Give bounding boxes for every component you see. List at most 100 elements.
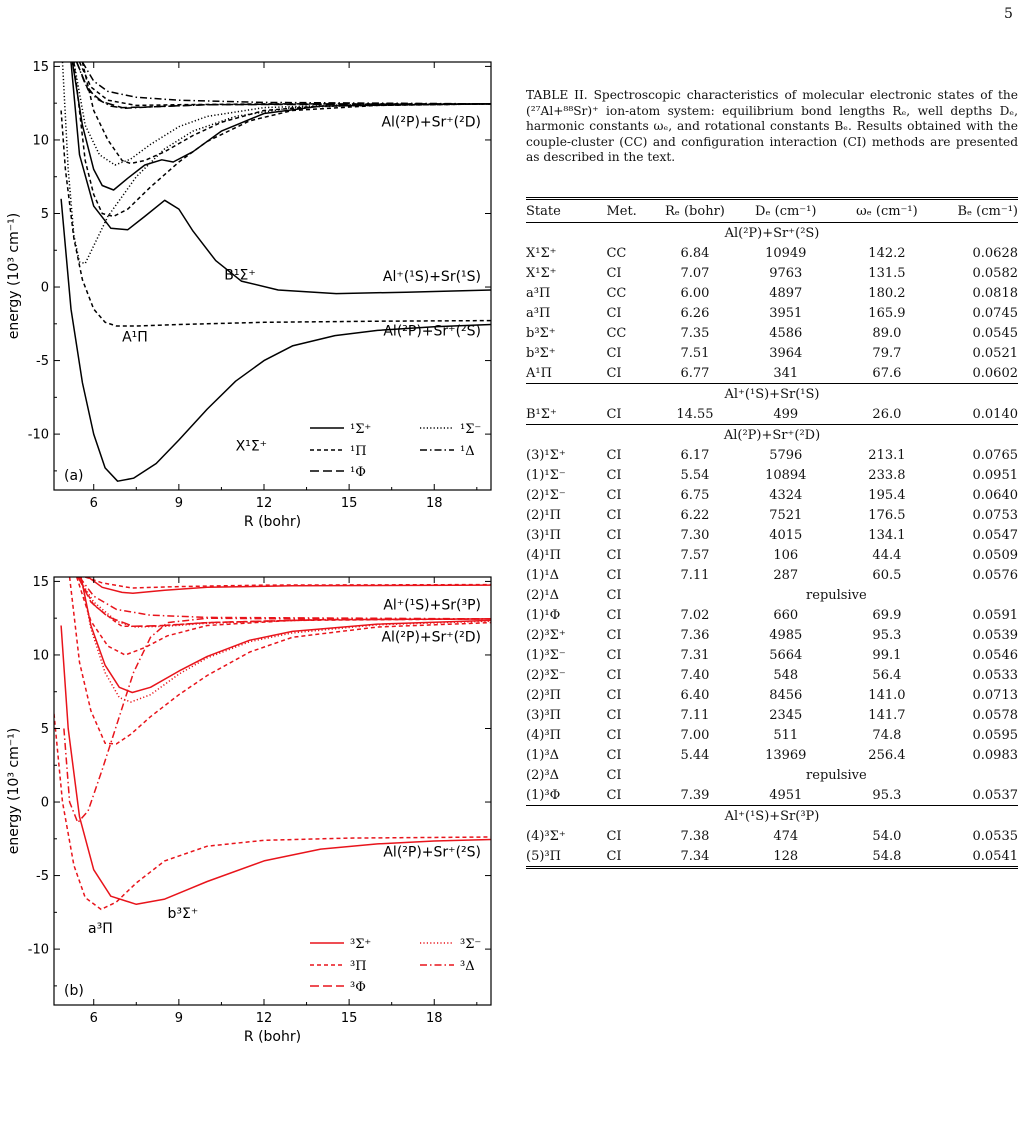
column-header: Dₑ (cm⁻¹) [735, 198, 837, 223]
table-cell: 79.7 [872, 345, 902, 361]
table-cell: 7.38 [680, 828, 710, 844]
table-cell: CI [606, 607, 622, 623]
table-row: (3)¹Σ⁺ CI 6.17 5796 213.1 0.0765 [526, 445, 1018, 465]
series-line [87, 577, 491, 594]
x-tick-label: 15 [341, 496, 358, 511]
series-line [78, 62, 491, 107]
series-line [77, 577, 491, 628]
column-header: ωₑ (cm⁻¹) [836, 198, 938, 223]
series-line [76, 62, 491, 109]
table-cell: 341 [773, 365, 799, 381]
series-line [77, 577, 491, 628]
table-cell: 474 [773, 828, 799, 844]
table-cell: 95.3 [872, 787, 902, 803]
column-header: Met. [606, 198, 655, 223]
table-row: b³Σ⁺ CC 7.35 4586 89.0 0.0545 [526, 323, 1018, 343]
plot-area [54, 577, 491, 911]
x-tick-label: 12 [256, 1011, 273, 1026]
table-row: (2)¹Δ CI repulsive [526, 585, 1018, 605]
table-cell: 4985 [769, 627, 803, 643]
table-cell: 6.84 [680, 245, 710, 261]
table-cell: 0.0951 [972, 467, 1019, 483]
table-cell: X¹Σ⁺ [526, 265, 557, 281]
spectroscopic-table: State Met. Rₑ (bohr) Dₑ (cm⁻¹) ωₑ (cm⁻¹) Bₑ (… [526, 197, 1018, 869]
x-axis-label: R (bohr) [244, 1029, 301, 1045]
table-row: (3)³Π CI 7.11 2345 141.7 0.0578 [526, 705, 1018, 725]
table-cell: CI [606, 747, 622, 763]
table-row: (2)¹Σ⁻ CI 6.75 4324 195.4 0.0640 [526, 485, 1018, 505]
table-cell: 74.8 [872, 727, 902, 743]
table-cell: 165.9 [868, 305, 906, 321]
table-cell: 44.4 [872, 547, 902, 563]
table-cell: 256.4 [868, 747, 906, 763]
x-tick-label: 18 [426, 1011, 443, 1026]
table-cell: 213.1 [868, 447, 906, 463]
series-line [68, 577, 491, 745]
table-cell: b³Σ⁺ [526, 345, 556, 361]
table-cell: 0.0983 [972, 747, 1019, 763]
table-cell: (3)³Π [526, 707, 561, 723]
x-tick-label: 15 [341, 1011, 358, 1026]
table-cell: 6.40 [680, 687, 710, 703]
legend-label: ¹Φ [350, 465, 366, 480]
table-cell: 128 [735, 846, 837, 869]
table-cell: (2)³Σ⁻ [526, 667, 566, 683]
panel-label: (b) [64, 983, 84, 999]
table-cell: 99.1 [872, 647, 902, 663]
plot-area [60, 62, 491, 482]
series-line [60, 110, 491, 327]
table-row: (1)³Σ⁻ CI 7.31 5664 99.1 0.0546 [526, 645, 1018, 665]
table-cell: 0.0578 [972, 707, 1019, 723]
table-cell: 0.0576 [972, 567, 1019, 583]
table-cell: 0.0602 [972, 365, 1019, 381]
table-cell: CI [606, 707, 622, 723]
table-cell: 141.0 [868, 687, 906, 703]
table-cell: 26.0 [872, 406, 902, 422]
table-cell: CC [606, 325, 627, 341]
panel-label: (a) [64, 468, 84, 484]
x-tick-label: 18 [426, 496, 443, 511]
table-cell: 0.0818 [972, 285, 1019, 301]
table-row: (2)³Σ⁺ CI 7.36 4985 95.3 0.0539 [526, 625, 1018, 645]
table-cell: 195.4 [868, 487, 906, 503]
table-cell: 3951 [769, 305, 803, 321]
table-cell: 56.4 [872, 667, 902, 683]
y-axis-label: energy (10³ cm⁻¹) [6, 728, 22, 854]
table-cell: X¹Σ⁺ [526, 245, 557, 261]
table-cell: 69.9 [872, 607, 902, 623]
table-cell: (3)¹Σ⁺ [526, 447, 566, 463]
table-cell: 0.0509 [972, 547, 1019, 563]
table-cell: CC [606, 285, 627, 301]
table-cell: 0.0713 [972, 687, 1019, 703]
table-cell: CI [606, 345, 622, 361]
curve-label: Al⁺(¹S)+Sr(¹S) [383, 269, 481, 285]
table-cell: (1)¹Σ⁻ [526, 467, 566, 483]
table-row: (3)¹Π CI 7.30 4015 134.1 0.0547 [526, 525, 1018, 545]
table-cell: 142.2 [868, 245, 906, 261]
table-cell: 89.0 [872, 325, 902, 341]
table-cell: 7.34 [654, 846, 736, 869]
table-row: (1)³Φ CI 7.39 4951 95.3 0.0537 [526, 785, 1018, 806]
y-tick-label: 5 [41, 722, 49, 737]
table-cell: 7.00 [680, 727, 710, 743]
table-cell: CI [606, 467, 622, 483]
table-cell: 0.0765 [972, 447, 1019, 463]
table-cell: (4)³Σ⁺ [526, 828, 566, 844]
table-cell: 134.1 [868, 527, 906, 543]
table-cell: 131.5 [868, 265, 906, 281]
table-row: (4)³Π CI 7.00 511 74.8 0.0595 [526, 725, 1018, 745]
table-cell: 3964 [769, 345, 803, 361]
table-cell: 7.31 [680, 647, 710, 663]
legend-label: ³Δ [460, 959, 475, 974]
table-cell: 6.17 [680, 447, 710, 463]
table-cell: 14.55 [676, 406, 714, 422]
table-cell: 106 [773, 547, 799, 563]
legend-label: ¹Σ⁻ [460, 422, 481, 437]
y-tick-label: 5 [41, 207, 49, 222]
table-cell: 4951 [769, 787, 803, 803]
curve-label: Al(²P)+Sr⁺(²S) [383, 844, 481, 860]
table-cell: 67.6 [872, 365, 902, 381]
table-cell: 4324 [769, 487, 803, 503]
table-cell: 7.40 [680, 667, 710, 683]
table-group-label: Al(²P)+Sr⁺(²D) [526, 424, 1018, 445]
